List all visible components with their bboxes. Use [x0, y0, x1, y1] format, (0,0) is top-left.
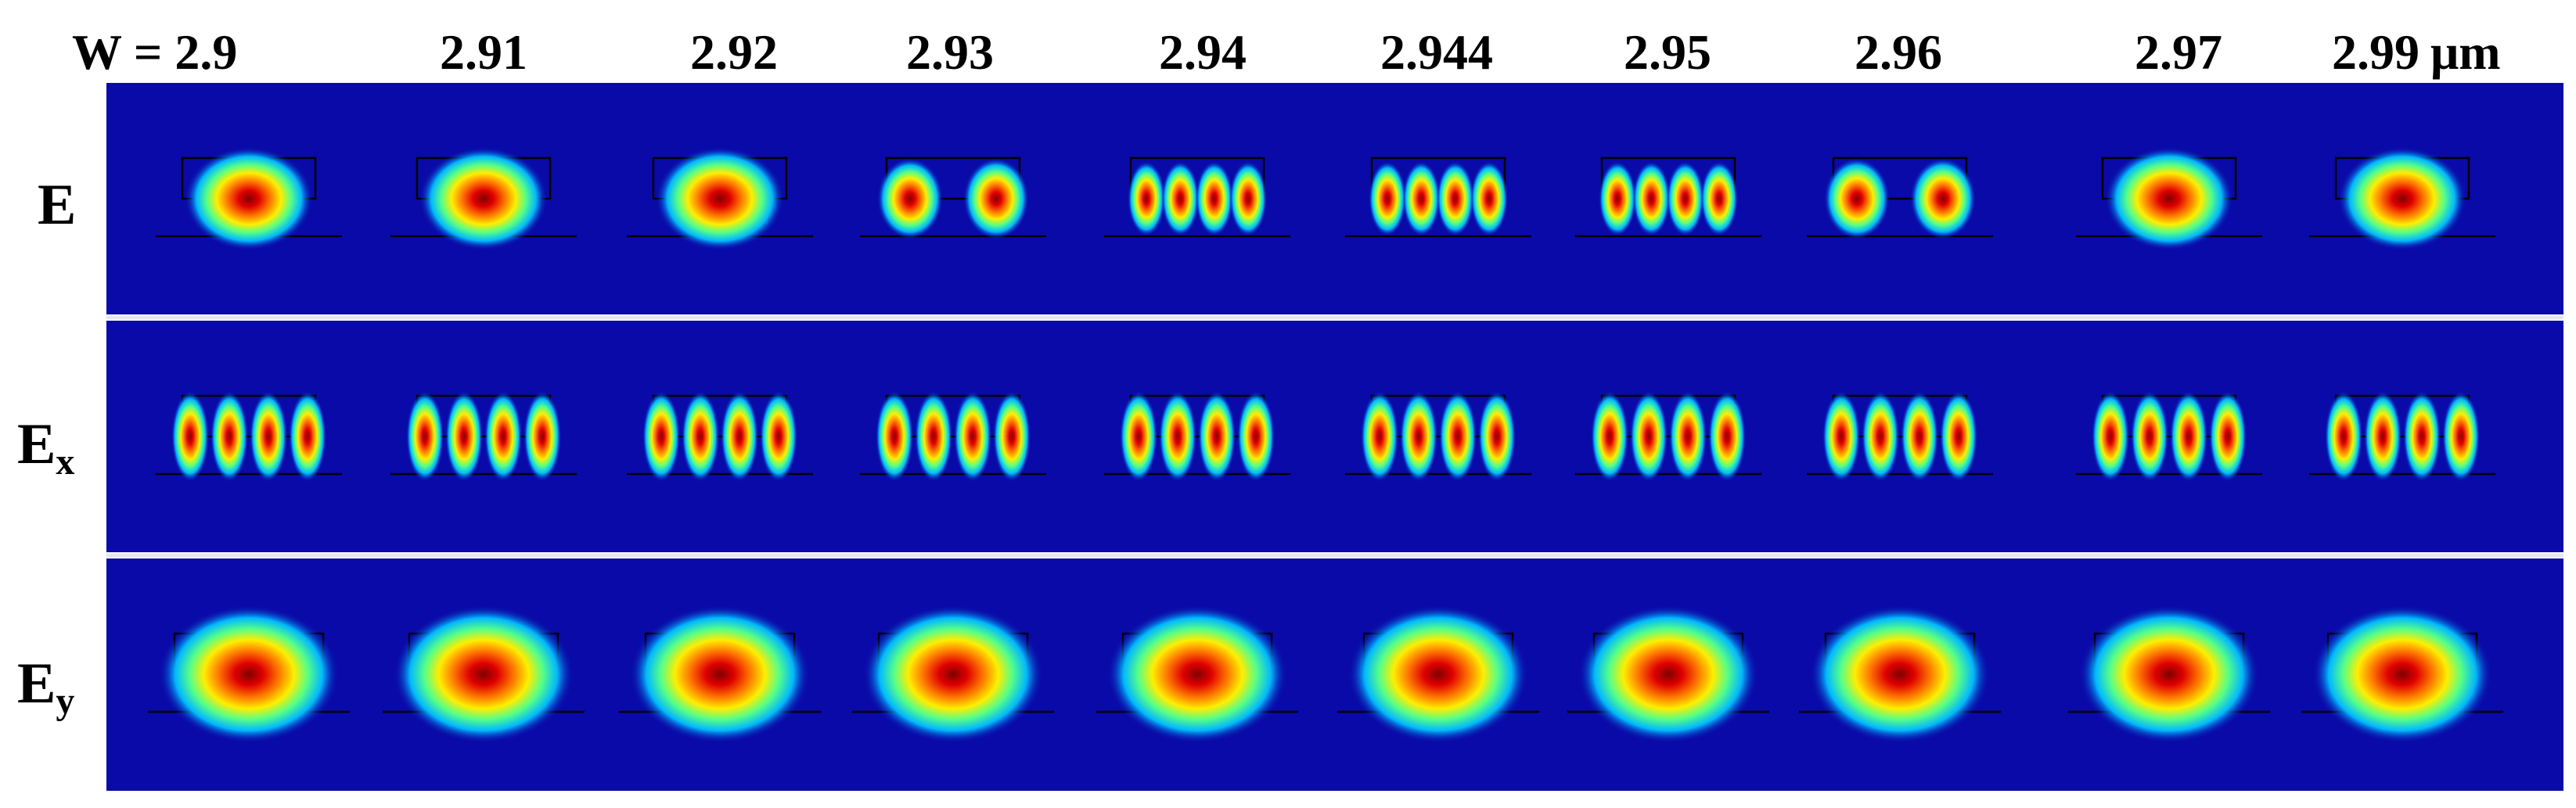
mode-ey-profile	[1348, 605, 1528, 743]
mode-e-lobe	[1195, 161, 1233, 236]
width-label: W = 2.9	[72, 24, 237, 80]
width-label: 2.94	[1159, 24, 1247, 80]
mode-ex-lobe	[210, 391, 248, 482]
mode-e-lobe	[1436, 161, 1474, 236]
mode-ey-profile	[1810, 605, 1990, 743]
mode-ex-lobe	[642, 391, 680, 482]
mode-ex-lobe	[954, 391, 991, 482]
width-label: 2.95	[1624, 24, 1711, 80]
width-label: 2.97	[2135, 24, 2222, 80]
mode-ex-lobe	[1439, 391, 1477, 482]
mode-ex-lobe	[721, 391, 758, 482]
mode-ex-lobe	[876, 391, 913, 482]
mode-e-profile	[2338, 147, 2466, 250]
mode-ey-profile	[2079, 605, 2259, 743]
width-value: 2.9	[174, 24, 237, 80]
mode-ex-lobe	[1669, 391, 1707, 482]
mode-ex-lobe	[1198, 391, 1236, 482]
mode-ex-lobe	[1630, 391, 1668, 482]
mode-ex-lobe	[250, 391, 287, 482]
mode-ex-lobe	[406, 391, 444, 482]
row-label-symbol: E	[17, 412, 56, 476]
mode-e-lobe	[1599, 161, 1636, 236]
mode-ey-profile	[630, 605, 810, 743]
mode-ex-lobe	[1400, 391, 1437, 482]
mode-ex-lobe	[1822, 391, 1860, 482]
row-label-subscript: x	[56, 441, 74, 483]
row-labels: E Ex Ey	[17, 173, 76, 722]
mode-e-lobe	[877, 158, 943, 239]
mode-e-lobe	[1666, 161, 1704, 236]
mode-ex-lobe	[993, 391, 1031, 482]
mode-e-lobe	[1369, 161, 1406, 236]
mode-e-profile	[2105, 147, 2233, 250]
mode-ex-lobe	[2442, 391, 2480, 482]
mode-e-lobe	[1128, 161, 1165, 236]
row-label-e: E	[38, 173, 76, 237]
mode-ey-profile	[159, 605, 339, 743]
mode-e-lobe	[1161, 161, 1200, 236]
mode-ex-lobe	[1862, 391, 1899, 482]
width-label: 2.93	[906, 24, 994, 80]
width-label: 2.99 μm	[2332, 24, 2501, 80]
mode-ex-lobe	[1901, 391, 1938, 482]
mode-e-lobe	[1632, 161, 1671, 236]
mode-e-profile	[419, 147, 548, 250]
width-header: W = 2.9 2.91 2.92 2.93 2.94 2.944 2.95 2…	[72, 24, 2501, 80]
width-value: 2.99	[2332, 24, 2419, 80]
width-label: 2.91	[440, 24, 527, 80]
mode-ex-lobe	[2131, 391, 2168, 482]
mode-e-profile	[185, 147, 313, 250]
mode-ex-lobe	[1237, 391, 1275, 482]
mode-ex-lobe	[484, 391, 522, 482]
mode-e-lobe	[1402, 161, 1441, 236]
mode-ex-lobe	[915, 391, 952, 482]
mode-ex-lobe	[1940, 391, 1977, 482]
width-label: 2.92	[690, 24, 778, 80]
mode-ey-profile	[2312, 605, 2492, 743]
mode-ex-lobe	[2209, 391, 2247, 482]
mode-e-lobe	[1470, 161, 1508, 236]
mode-ex-lobe	[2364, 391, 2402, 482]
mode-ey-profile	[863, 605, 1043, 743]
mode-ex-lobe	[2170, 391, 2207, 482]
mode-ex-lobe	[1591, 391, 1628, 482]
mode-ex-lobe	[2403, 391, 2441, 482]
mode-ex-lobe	[1159, 391, 1196, 482]
row-label-ex: Ex	[17, 412, 74, 483]
mode-e-lobe	[1229, 161, 1267, 236]
mode-ex-lobe	[760, 391, 797, 482]
mode-ex-lobe	[171, 391, 209, 482]
mode-ex-lobe	[289, 391, 326, 482]
width-label: 2.944	[1380, 24, 1493, 80]
width-unit: μm	[2430, 24, 2501, 80]
row-label-symbol: E	[38, 173, 76, 237]
mode-ex-lobe	[1120, 391, 1157, 482]
mode-e-lobe	[1910, 158, 1976, 239]
mode-ex-lobe	[2325, 391, 2362, 482]
width-label: 2.96	[1855, 24, 1942, 80]
mode-ex-lobe	[682, 391, 719, 482]
mode-profiles	[106, 147, 2563, 743]
mode-ex-lobe	[1478, 391, 1516, 482]
mode-ex-lobe	[1361, 391, 1398, 482]
mode-ey-profile	[1578, 605, 1758, 743]
row-label-symbol: E	[17, 652, 56, 716]
mode-e-lobe	[1700, 161, 1738, 236]
row-label-subscript: y	[56, 681, 74, 722]
mode-ex-lobe	[2092, 391, 2129, 482]
row-label-ey: Ey	[17, 652, 74, 722]
mode-e-lobe	[1824, 158, 1890, 239]
mode-ex-lobe	[523, 391, 561, 482]
mode-ey-profile	[394, 605, 574, 743]
mode-ex-lobe	[445, 391, 483, 482]
mode-ex-lobe	[1708, 391, 1746, 482]
width-prefix: W =	[72, 24, 174, 80]
mode-ey-profile	[1107, 605, 1287, 743]
mode-e-lobe	[963, 158, 1029, 239]
mode-e-profile	[656, 147, 784, 250]
